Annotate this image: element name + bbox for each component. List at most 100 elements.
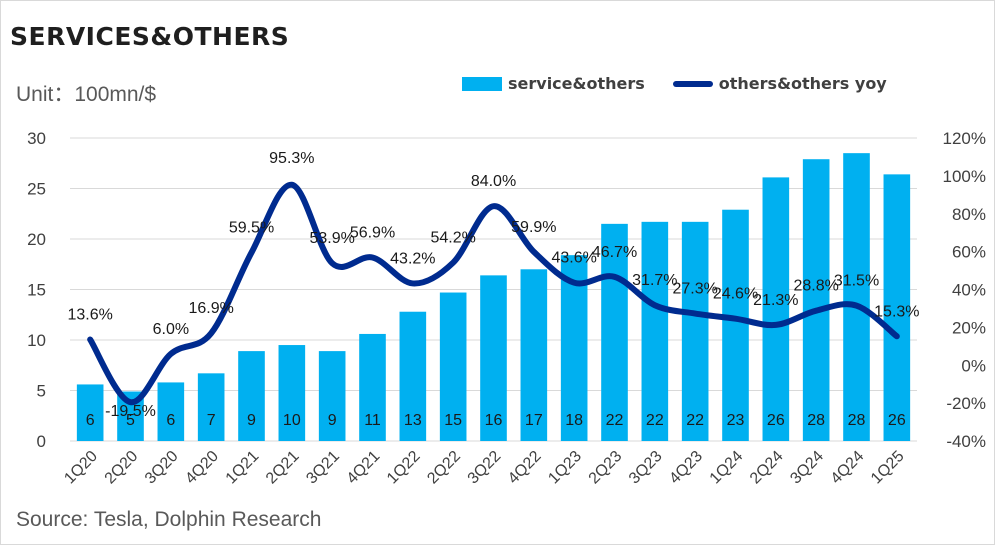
x-tick-label: 1Q25 xyxy=(868,448,908,488)
left-tick-label: 30 xyxy=(27,129,46,148)
bar-value-label: 7 xyxy=(207,412,216,429)
yoy-value-label: 54.2% xyxy=(430,230,475,247)
bar xyxy=(722,209,749,441)
x-tick-label: 4Q22 xyxy=(505,448,545,488)
x-tick-label: 3Q21 xyxy=(303,448,343,488)
x-tick-label: 3Q24 xyxy=(787,448,827,488)
x-tick-label: 4Q21 xyxy=(344,448,384,488)
legend-item-bar: service&others xyxy=(462,74,645,93)
yoy-value-label: 43.2% xyxy=(390,250,435,267)
legend-bar-swatch xyxy=(462,76,502,91)
bar xyxy=(197,373,225,441)
left-tick-label: 15 xyxy=(27,281,46,300)
bar-value-label: 22 xyxy=(606,412,624,429)
yoy-value-label: 16.9% xyxy=(188,300,233,317)
yoy-value-label: 43.6% xyxy=(551,250,596,267)
yoy-value-label: 59.5% xyxy=(229,220,274,237)
x-tick-label: 2Q22 xyxy=(424,448,464,488)
x-tick-label: 2Q24 xyxy=(747,448,787,488)
legend-item-line: others&others yoy xyxy=(672,74,887,93)
x-tick-label: 1Q24 xyxy=(707,448,747,488)
yoy-line xyxy=(87,181,900,406)
right-tick-label: -20% xyxy=(946,394,986,413)
bar-value-label: 26 xyxy=(888,412,906,429)
bar xyxy=(520,269,548,441)
bar-value-label: 13 xyxy=(404,412,422,429)
x-axis-ticks: 1Q20 2Q20 3Q20 4Q20 1Q21 2Q21 3Q21 4Q21 1Q22 2Q22… xyxy=(61,448,907,488)
x-tick-label: 2Q20 xyxy=(102,448,142,488)
bar-value-label: 9 xyxy=(328,412,337,429)
legend: service&others others&others yoy xyxy=(462,74,915,93)
legend-bar-label: service&others xyxy=(508,74,645,93)
yoy-value-labels: 13.6% -19.5% 6.0% 16.9% 59.5% 95.3% 53.9%56.9%… xyxy=(67,150,919,420)
yoy-value-label: 28.8% xyxy=(793,278,838,295)
right-tick-label: 40% xyxy=(952,281,986,300)
yoy-value-label: 56.9% xyxy=(350,224,395,241)
bar-value-label: 5 xyxy=(126,412,135,429)
right-tick-label: 100% xyxy=(943,167,986,186)
right-tick-label: 20% xyxy=(952,318,986,337)
x-tick-label: 4Q20 xyxy=(182,448,222,488)
yoy-value-label: 59.9% xyxy=(511,219,556,236)
bar xyxy=(157,382,185,441)
bars xyxy=(76,153,911,442)
bar-value-label: 28 xyxy=(807,412,825,429)
yoy-value-label: 6.0% xyxy=(153,321,189,338)
bar xyxy=(802,159,830,441)
left-axis-ticks: 0 5 10 15 20 25 30 xyxy=(27,129,46,451)
x-tick-label: 1Q23 xyxy=(545,448,585,488)
x-tick-label: 2Q23 xyxy=(586,448,626,488)
bar-value-label: 17 xyxy=(525,412,543,429)
bar xyxy=(318,351,346,441)
left-tick-label: 25 xyxy=(27,180,46,199)
yoy-value-label: 31.7% xyxy=(632,272,677,289)
yoy-value-label: 15.3% xyxy=(874,303,919,320)
bar-value-label: 23 xyxy=(727,412,745,429)
bar-value-label: 6 xyxy=(166,412,175,429)
bar xyxy=(762,177,790,441)
source-note: Source: Tesla, Dolphin Research xyxy=(16,508,322,531)
yoy-value-label: 21.3% xyxy=(753,292,798,309)
bar-value-label: 15 xyxy=(444,412,462,429)
yoy-value-label: 27.3% xyxy=(672,281,717,298)
right-tick-label: 60% xyxy=(952,243,986,262)
bar-value-label: 22 xyxy=(686,412,704,429)
bar-value-label: 11 xyxy=(364,412,381,429)
right-tick-label: 80% xyxy=(952,205,986,224)
unit-label: Unit：100mn/$ xyxy=(16,83,157,106)
bar-value-label: 26 xyxy=(767,412,785,429)
bar xyxy=(681,221,709,441)
bar-value-label: 18 xyxy=(565,412,583,429)
chart-title: SERVICES&OTHERS xyxy=(10,22,290,51)
bar xyxy=(480,275,507,441)
yoy-value-label: 53.9% xyxy=(309,230,354,247)
bar xyxy=(399,311,427,441)
bar-value-label: 16 xyxy=(485,412,503,429)
right-tick-label: 120% xyxy=(943,129,986,148)
yoy-value-label: -19.5% xyxy=(105,403,156,420)
x-tick-label: 3Q23 xyxy=(626,448,666,488)
bar-value-label: 22 xyxy=(646,412,664,429)
x-tick-label: 3Q22 xyxy=(465,448,505,488)
right-tick-label: 0% xyxy=(961,356,986,375)
x-tick-label: 1Q21 xyxy=(223,448,263,488)
bar xyxy=(278,345,306,441)
bar xyxy=(439,292,467,441)
bar xyxy=(76,384,104,441)
yoy-value-label: 46.7% xyxy=(592,244,637,261)
right-tick-label: -40% xyxy=(946,432,986,451)
bar xyxy=(843,153,870,441)
left-tick-label: 10 xyxy=(27,331,46,350)
yoy-value-label: 95.3% xyxy=(269,150,314,167)
bar-value-label: 28 xyxy=(848,412,866,429)
yoy-value-label: 84.0% xyxy=(471,173,516,190)
yoy-value-label: 31.5% xyxy=(834,273,879,290)
legend-line-swatch xyxy=(672,80,713,87)
bar-value-label: 10 xyxy=(283,412,301,429)
x-tick-label: 2Q21 xyxy=(263,448,303,488)
bar xyxy=(601,223,628,441)
right-axis-ticks: -40% -20% 0% 20% 40% 60% 80% 100% 120% xyxy=(943,129,986,451)
left-tick-label: 20 xyxy=(27,230,46,249)
yoy-series-line xyxy=(87,181,900,406)
